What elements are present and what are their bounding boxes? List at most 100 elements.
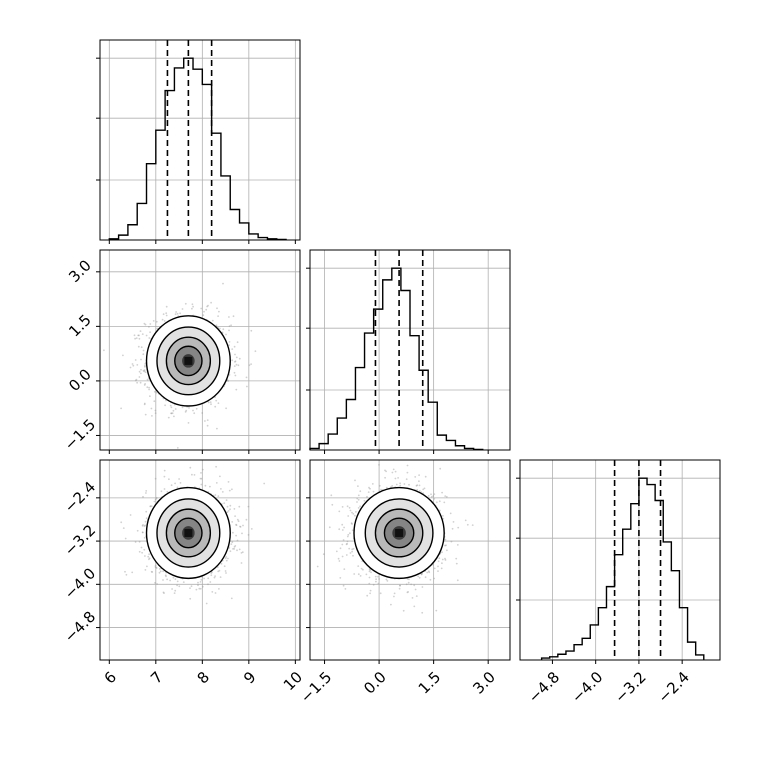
- scatter-point: [146, 378, 149, 381]
- scatter-point: [144, 364, 146, 367]
- density-peak: [184, 356, 193, 365]
- scatter-point: [125, 573, 128, 576]
- scatter-point: [142, 349, 145, 352]
- scatter-point: [207, 304, 209, 307]
- scatter-point: [426, 571, 429, 574]
- scatter-point: [236, 518, 239, 521]
- scatter-point: [132, 364, 135, 367]
- scatter-point: [247, 534, 250, 536]
- scatter-point: [184, 302, 187, 305]
- scatter-point: [316, 565, 319, 568]
- scatter-point: [433, 493, 436, 495]
- scatter-point: [140, 546, 143, 549]
- scatter-point: [444, 557, 446, 560]
- scatter-point: [424, 576, 427, 579]
- scatter-point: [217, 315, 220, 317]
- scatter-point: [367, 491, 370, 493]
- scatter-point: [217, 570, 220, 573]
- scatter-point: [219, 576, 222, 578]
- scatter-point: [215, 482, 218, 484]
- scatter-point: [124, 537, 127, 540]
- scatter-point: [250, 363, 253, 365]
- scatter-point: [152, 320, 155, 322]
- scatter-point: [163, 320, 166, 322]
- scatter-point: [155, 497, 158, 500]
- scatter-point: [170, 484, 173, 487]
- scatter-panel-3: −1.5 0.0 1.5 3.0: [297, 459, 511, 707]
- scatter-point: [195, 407, 198, 410]
- x-tick-label: 6: [101, 668, 120, 687]
- scatter-point: [233, 371, 236, 374]
- scatter-point: [375, 578, 377, 581]
- scatter-point: [134, 337, 137, 340]
- scatter-point: [149, 505, 152, 508]
- scatter-point: [141, 524, 144, 527]
- scatter-point: [153, 500, 156, 503]
- scatter-point: [163, 475, 166, 478]
- scatter-point: [406, 464, 409, 467]
- scatter-point: [223, 565, 226, 568]
- scatter-point: [154, 566, 157, 568]
- scatter-point: [384, 476, 386, 479]
- scatter-point: [153, 390, 156, 393]
- scatter-point: [146, 565, 148, 568]
- scatter-point: [228, 341, 231, 343]
- scatter-point: [414, 476, 417, 478]
- scatter-point: [414, 588, 417, 591]
- scatter-point: [338, 510, 341, 513]
- scatter-point: [141, 531, 144, 534]
- scatter-point: [237, 520, 240, 523]
- scatter-point: [441, 558, 444, 561]
- scatter-point: [394, 477, 397, 480]
- scatter-point: [163, 469, 166, 472]
- scatter-point: [148, 558, 150, 561]
- scatter-point: [368, 576, 371, 579]
- scatter-point: [151, 415, 153, 417]
- scatter-point: [136, 381, 139, 384]
- scatter-point: [189, 597, 192, 600]
- scatter-point: [199, 581, 202, 583]
- scatter-point: [200, 483, 203, 486]
- scatter-point: [203, 577, 206, 580]
- scatter-point: [155, 566, 157, 569]
- scatter-point: [236, 341, 239, 344]
- scatter-point: [134, 541, 137, 543]
- scatter-point: [235, 534, 238, 537]
- scatter-point: [149, 395, 151, 398]
- scatter-point: [173, 415, 175, 418]
- scatter-point: [138, 540, 141, 543]
- scatter-point: [410, 583, 412, 586]
- scatter-point: [190, 585, 193, 588]
- scatter-point: [346, 540, 349, 543]
- scatter-point: [217, 402, 220, 405]
- scatter-point: [449, 512, 452, 515]
- scatter-point: [216, 307, 218, 310]
- scatter-point: [143, 525, 146, 527]
- scatter-point: [353, 573, 356, 575]
- scatter-point: [165, 312, 168, 315]
- scatter-point: [368, 486, 370, 489]
- scatter-point: [221, 491, 224, 493]
- x-tick-label: 9: [240, 668, 259, 687]
- scatter-point: [211, 319, 214, 322]
- scatter-point: [229, 508, 231, 511]
- scatter-point: [206, 419, 209, 421]
- scatter-point: [158, 571, 161, 574]
- scatter-point: [235, 524, 238, 526]
- scatter-point: [167, 416, 170, 419]
- y-tick-label: 1.5: [65, 311, 95, 341]
- scatter-point: [155, 567, 158, 569]
- scatter-point: [161, 318, 164, 321]
- histogram-panel-2: [306, 249, 511, 454]
- scatter-point: [232, 315, 235, 318]
- scatter-point: [231, 359, 234, 362]
- scatter-point: [155, 320, 158, 323]
- scatter-point: [154, 409, 157, 412]
- scatter-point: [433, 498, 436, 500]
- scatter-point: [392, 468, 395, 471]
- scatter-point: [225, 572, 227, 574]
- scatter-point: [408, 578, 410, 581]
- scatter-point: [363, 499, 366, 502]
- density-peak: [395, 528, 404, 537]
